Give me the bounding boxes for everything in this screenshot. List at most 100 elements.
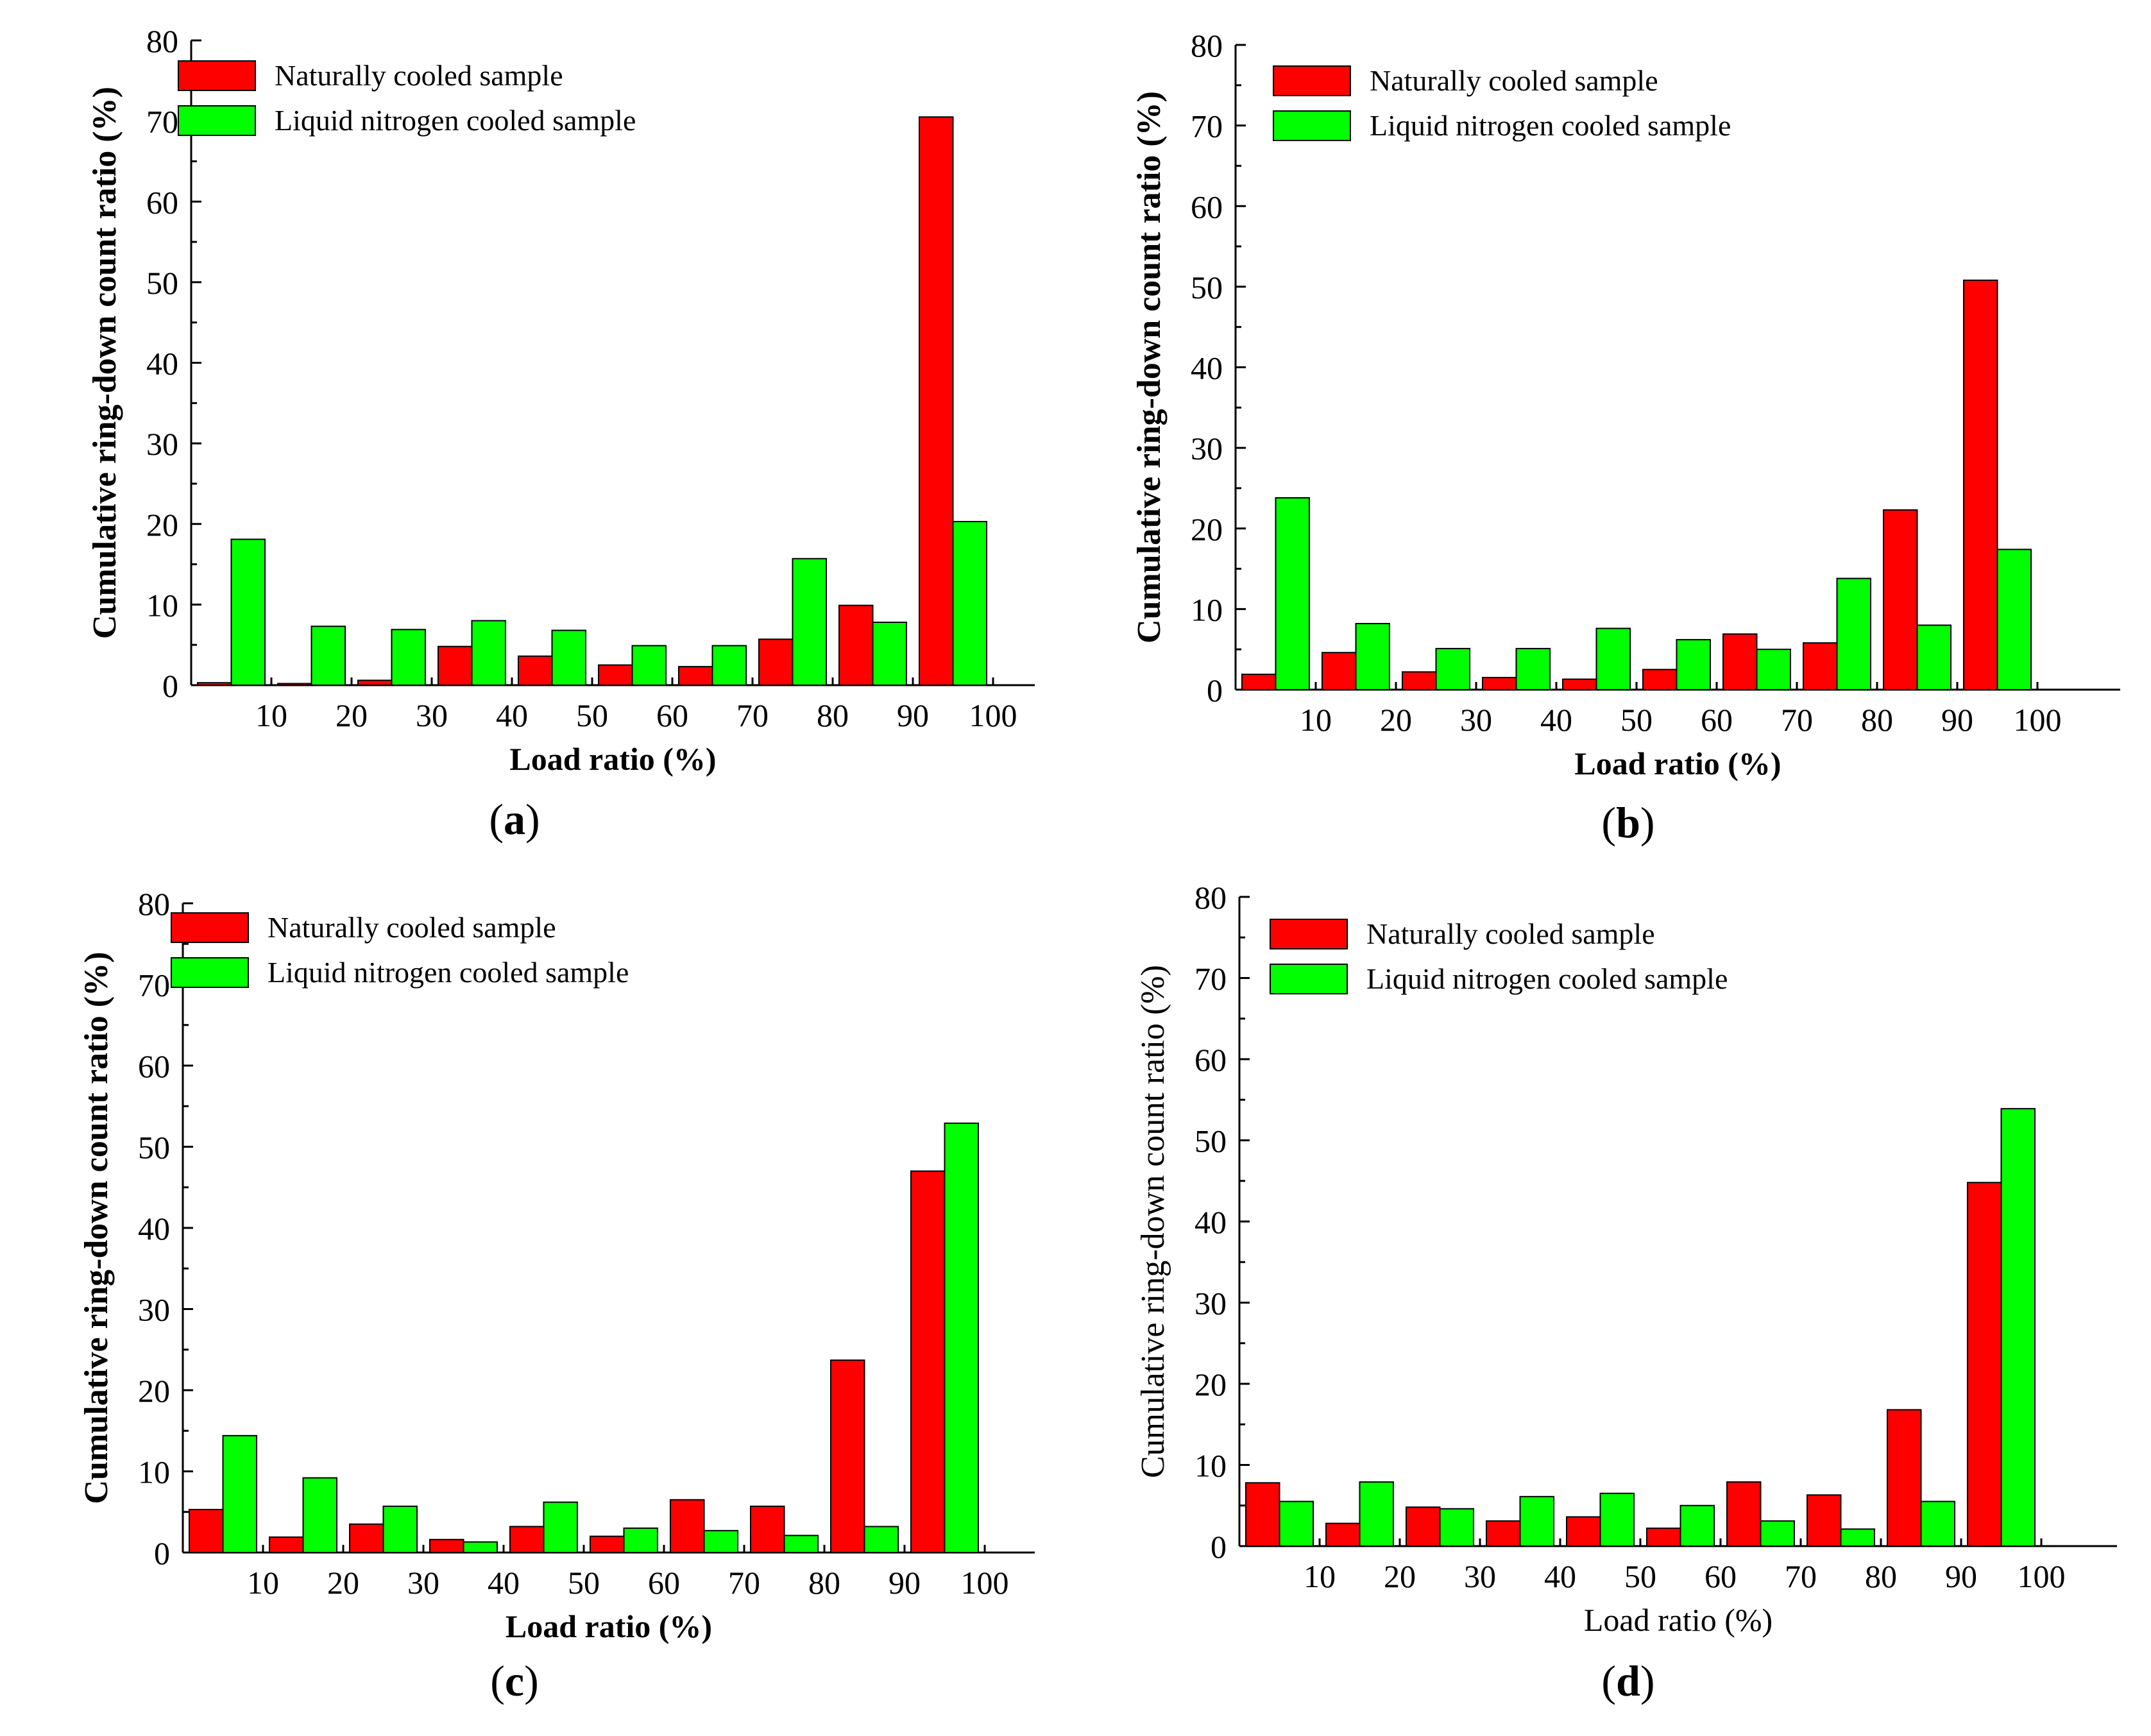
bar-naturally-cooled	[919, 116, 954, 686]
chart-panel-c: 0 10 20 30 40 50 60 70 80 10 20 30 40 50 60 70 80 90 100 Cu…	[78, 886, 1035, 1705]
y-tick-label: 50	[138, 1130, 170, 1166]
bar-liquid-nitrogen-cooled	[623, 1528, 658, 1554]
bar-liquid-nitrogen-cooled	[471, 620, 506, 686]
bar-liquid-nitrogen-cooled	[1679, 1504, 1715, 1547]
bar-naturally-cooled	[1562, 678, 1597, 690]
bar-liquid-nitrogen-cooled	[1916, 624, 1951, 690]
bar-naturally-cooled	[269, 1536, 304, 1554]
bar-liquid-nitrogen-cooled	[792, 557, 827, 686]
y-tick-label: 50	[1191, 269, 1223, 305]
y-tick-label: 30	[138, 1292, 170, 1328]
bar-naturally-cooled	[598, 664, 633, 686]
bar-liquid-nitrogen-cooled	[222, 1434, 257, 1554]
x-axis-title: Load ratio (%)	[506, 1608, 712, 1644]
legend-swatch-naturally-cooled	[171, 912, 249, 943]
bar-naturally-cooled	[1722, 633, 1758, 690]
x-tick-label: 10	[1304, 1558, 1336, 1594]
y-tick-label: 70	[138, 967, 170, 1003]
legend-swatch-liquid-nitrogen-cooled	[178, 105, 256, 136]
bar-liquid-nitrogen-cooled	[944, 1122, 979, 1553]
bar-naturally-cooled	[830, 1359, 865, 1554]
y-tick-label: 0	[162, 668, 178, 704]
x-tick-label: 30	[407, 1565, 439, 1601]
bar-naturally-cooled	[518, 655, 553, 686]
y-tick-label: 30	[1195, 1286, 1227, 1322]
bar-naturally-cooled	[349, 1523, 384, 1554]
legend-label: Naturally cooled sample	[1370, 64, 1658, 97]
x-tick-label: 30	[1460, 702, 1492, 738]
y-tick-label: 0	[1207, 672, 1223, 708]
y-tick-label: 20	[1191, 511, 1223, 547]
bar-liquid-nitrogen-cooled	[543, 1501, 578, 1554]
bar-naturally-cooled	[1963, 279, 1998, 690]
bar-naturally-cooled	[670, 1499, 705, 1553]
y-tick-label: 0	[154, 1535, 170, 1571]
bar-liquid-nitrogen-cooled	[1996, 549, 2032, 690]
x-tick-label: 70	[736, 697, 769, 733]
panel-caption: (a)	[489, 795, 540, 844]
bar-naturally-cooled	[1967, 1182, 2002, 1547]
x-axis-title: Load ratio (%)	[1584, 1602, 1773, 1638]
bar-liquid-nitrogen-cooled	[952, 520, 987, 686]
x-tick-label: 60	[1701, 702, 1733, 738]
panel-caption: (b)	[1601, 798, 1654, 847]
x-tick-label: 50	[568, 1565, 600, 1601]
bar-liquid-nitrogen-cooled	[1595, 627, 1631, 691]
bar-liquid-nitrogen-cooled	[1355, 622, 1390, 690]
y-tick-label: 70	[1195, 961, 1227, 997]
y-tick-label: 80	[138, 886, 170, 922]
bar-naturally-cooled	[590, 1535, 625, 1553]
bar-liquid-nitrogen-cooled	[872, 622, 907, 686]
y-tick-label: 40	[1195, 1204, 1227, 1240]
bar-liquid-nitrogen-cooled	[1836, 577, 1871, 691]
x-tick-label: 40	[496, 697, 528, 733]
legend-label: Naturally cooled sample	[1366, 917, 1655, 950]
y-tick-label: 0	[1211, 1529, 1227, 1565]
x-axis-title: Load ratio (%)	[1574, 745, 1781, 781]
bar-liquid-nitrogen-cooled	[1840, 1528, 1875, 1547]
y-axis-title: Cumulative ring-down count ratio (%)	[78, 952, 115, 1504]
legend-label: Liquid nitrogen cooled sample	[1370, 109, 1731, 142]
x-tick-label: 20	[327, 1565, 359, 1601]
x-tick-label: 30	[1464, 1558, 1496, 1594]
bar-liquid-nitrogen-cooled	[310, 625, 346, 686]
bar-naturally-cooled	[1325, 1522, 1361, 1547]
x-tick-label: 40	[1540, 702, 1572, 738]
bar-naturally-cooled	[838, 604, 874, 686]
x-tick-label: 100	[2018, 1558, 2066, 1594]
legend-label: Naturally cooled sample	[268, 911, 556, 944]
x-tick-label: 10	[255, 697, 287, 733]
bar-naturally-cooled	[357, 679, 393, 686]
x-tick-label: 90	[888, 1565, 921, 1601]
x-tick-label: 90	[1945, 1558, 1977, 1594]
y-tick-label: 80	[1195, 880, 1227, 915]
x-tick-label: 20	[1380, 702, 1412, 738]
bar-naturally-cooled	[429, 1538, 464, 1554]
bar-naturally-cooled	[1486, 1520, 1521, 1547]
chart-panel-d: 0 10 20 30 40 50 60 70 80 10 20 30 40 50 60 70 80 90 100 Cu…	[1135, 880, 2117, 1705]
y-tick-label: 20	[146, 507, 178, 543]
bar-naturally-cooled	[1322, 652, 1357, 691]
bar-naturally-cooled	[1646, 1528, 1681, 1547]
y-tick-label: 80	[146, 23, 178, 59]
x-tick-label: 50	[576, 697, 608, 733]
bar-liquid-nitrogen-cooled	[863, 1526, 899, 1554]
x-tick-label: 60	[1705, 1558, 1737, 1594]
x-tick-label: 70	[1781, 702, 1813, 738]
chart-panel-a: 0 10 20 30 40 50 60 70 80 10 20 30 40 50 60 70 80 90 100 Cu…	[87, 23, 1035, 844]
y-tick-label: 20	[138, 1373, 170, 1409]
bar-naturally-cooled	[1887, 1409, 1922, 1547]
bar-naturally-cooled	[1241, 674, 1277, 690]
bar-naturally-cooled	[277, 683, 312, 686]
bar-naturally-cooled	[910, 1170, 946, 1553]
bar-liquid-nitrogen-cooled	[463, 1541, 498, 1553]
y-tick-label: 20	[1195, 1366, 1227, 1402]
bar-liquid-nitrogen-cooled	[1599, 1492, 1635, 1547]
y-tick-label: 70	[1191, 108, 1223, 144]
bar-liquid-nitrogen-cooled	[631, 645, 667, 686]
x-tick-label: 50	[1624, 1558, 1656, 1594]
x-tick-label: 20	[336, 697, 368, 733]
bar-liquid-nitrogen-cooled	[230, 538, 266, 686]
y-tick-label: 10	[1191, 591, 1223, 627]
